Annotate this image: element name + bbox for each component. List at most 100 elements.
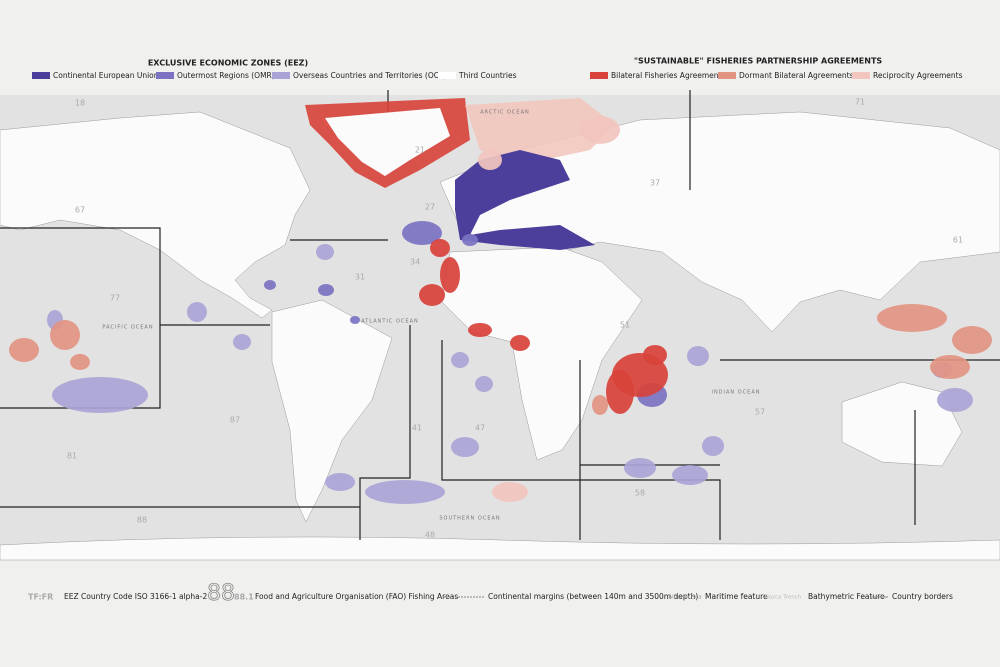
legend-swatch [272, 72, 290, 79]
margins-text: Continental margins (between 140m and 35… [488, 592, 698, 601]
eez-zone [440, 257, 460, 293]
bathy-text: Bathymetric Feature [808, 592, 885, 601]
ocean-label: ATLANTIC OCEAN [361, 319, 419, 325]
eez-zone [478, 150, 502, 170]
eez-zone [952, 326, 992, 354]
eez-zone [70, 354, 90, 370]
north-america [0, 111, 311, 319]
eez-zone [468, 323, 492, 337]
eez-zone [592, 395, 608, 415]
fao-big: 88 [207, 581, 235, 606]
eez-zone [350, 316, 360, 324]
antarctica [0, 536, 1000, 561]
eez-zone [187, 302, 207, 322]
eez-zone [624, 458, 656, 478]
fao-area-label: 57 [755, 408, 765, 417]
eez-zone [643, 345, 667, 365]
legend-swatch [156, 72, 174, 79]
bathy-sample: Nazca Trench [765, 595, 802, 601]
eez-zone [264, 280, 276, 290]
fao-area-label: 51 [620, 321, 630, 330]
fao-area-label: 31 [355, 273, 365, 282]
eez-zone [606, 370, 634, 414]
eez-zone [580, 116, 620, 144]
legend-label: Continental European Union [53, 71, 159, 80]
eez-zone [877, 304, 947, 332]
legend-label: Reciprocity Agreements [873, 71, 963, 80]
eez-title: EXCLUSIVE ECONOMIC ZONES (EEZ) [148, 59, 308, 68]
eez-zone [318, 284, 334, 296]
fao-area-label: 87 [230, 416, 240, 425]
legend-swatch [718, 72, 736, 79]
fao-area-label: 47 [475, 424, 485, 433]
eez-zone [702, 436, 724, 456]
eez-zone [510, 335, 530, 351]
fao-area-label: 67 [75, 206, 85, 215]
eez-zone [430, 239, 450, 257]
legend-swatch [438, 72, 456, 79]
eez-zone [462, 234, 478, 246]
footer-legend: TF:FR EEZ Country Code ISO 3166-1 alpha-… [28, 581, 953, 607]
eez-zone [451, 352, 469, 368]
fao-area-label: 77 [110, 294, 120, 303]
legend-label: Overseas Countries and Territories (OCT) [293, 71, 447, 80]
fao-area-label: 18 [75, 99, 85, 108]
fao-area-label: 71 [855, 98, 865, 107]
eez-greenland-land [325, 108, 450, 176]
continents [0, 105, 1000, 561]
fao-area-label: 27 [425, 203, 435, 212]
south-america [271, 299, 393, 523]
eez-zone [402, 221, 442, 245]
eez-zone [316, 244, 334, 260]
fao-area-label: 81 [67, 452, 77, 461]
maritime-sample: Alboran Sea [668, 595, 701, 601]
eez-zone [419, 284, 445, 306]
maritime-text: Maritime feature [705, 592, 768, 601]
eez-zone [475, 376, 493, 392]
eez-zone [937, 388, 973, 412]
fao-text: Food and Agriculture Organisation (FAO) … [255, 592, 458, 601]
fao-small: 88.1 [234, 593, 254, 602]
eez-russia [465, 98, 615, 165]
fao-area-label: 48 [425, 531, 435, 540]
fao-area-label: 61 [953, 236, 963, 245]
sfpa-title: "SUSTAINABLE" FISHERIES PARTNERSHIP AGRE… [634, 57, 883, 66]
fao-area-label: 34 [410, 258, 420, 267]
ocean-label: ARCTIC OCEAN [480, 110, 530, 116]
map-labels: ARCTIC OCEAN PACIFIC OCEAN ATLANTIC OCEAN I… [67, 98, 963, 540]
fao-area-label: 58 [635, 489, 645, 498]
code-sample: TF:FR [28, 593, 53, 602]
eez-zone [9, 338, 39, 362]
eez-zone [451, 437, 479, 457]
legend-label: Third Countries [458, 71, 517, 80]
australia [841, 381, 963, 467]
eez-zones [9, 98, 992, 504]
borders-text: Country borders [892, 592, 953, 601]
ocean-label: SOUTHERN OCEAN [439, 516, 500, 522]
fao-area-label: 21 [415, 146, 425, 155]
ocean-label: INDIAN OCEAN [711, 390, 760, 396]
eez-zone [492, 482, 528, 502]
legend-label: Dormant Bilateral Agreements [739, 71, 854, 80]
eez-zone [930, 355, 970, 379]
eez-zone [365, 480, 445, 504]
fao-area-label: 37 [650, 179, 660, 188]
eez-zone [687, 346, 709, 366]
eez-zone [52, 377, 148, 413]
eez-zone [50, 320, 80, 350]
ocean-label: PACIFIC OCEAN [102, 325, 153, 331]
legend-label: Outermost Regions (OMR) [177, 71, 275, 80]
legend-swatch [852, 72, 870, 79]
legend-swatch [32, 72, 50, 79]
eez-zone [233, 334, 251, 350]
eez-zone [672, 465, 708, 485]
fao-area-label: 41 [412, 424, 422, 433]
fao-area-label: 88 [137, 516, 147, 525]
eez-zone [325, 473, 355, 491]
legend-label: Bilateral Fisheries Agreements [611, 71, 725, 80]
eez-europe [455, 150, 595, 250]
legend: EXCLUSIVE ECONOMIC ZONES (EEZ) "SUSTAINA… [32, 57, 963, 80]
code-text: EEZ Country Code ISO 3166-1 alpha-2 [64, 592, 207, 601]
legend-swatch [590, 72, 608, 79]
